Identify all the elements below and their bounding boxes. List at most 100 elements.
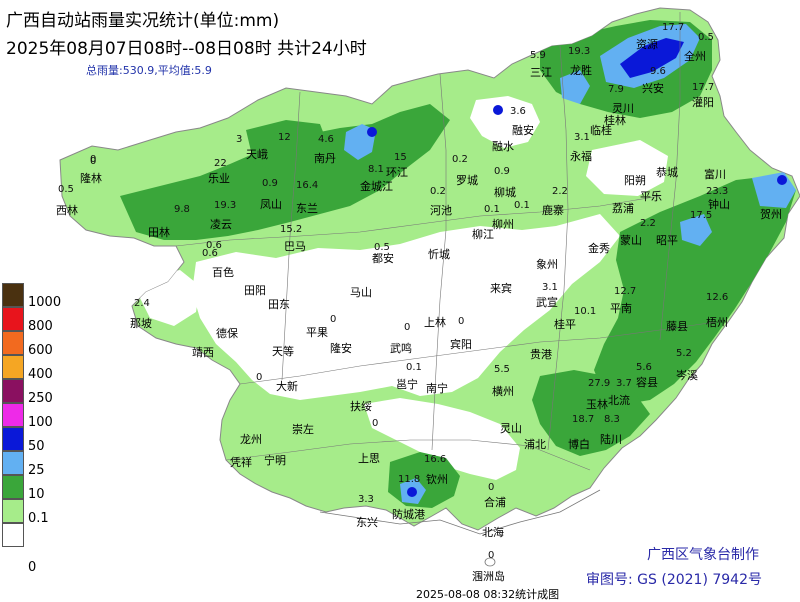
city-label: 宁明 <box>264 453 286 467</box>
city-label: 河池 <box>430 204 452 217</box>
city-label: 融安 <box>512 123 534 137</box>
station-value: 0.2 <box>452 154 468 165</box>
station-value: 9.6 <box>650 66 666 77</box>
city-label: 北流 <box>608 393 630 407</box>
city-label: 宾阳 <box>450 337 472 351</box>
city-label: 柳州 <box>492 217 514 231</box>
legend-swatch <box>2 307 24 331</box>
rain-patch-tiane <box>246 120 330 172</box>
station-value: 0 <box>372 418 378 429</box>
rain-band-southeast <box>532 370 650 456</box>
station-value: 16.4 <box>296 180 318 191</box>
legend-label: 800 <box>28 319 53 334</box>
station-value: 2.4 <box>134 298 150 309</box>
legend-swatch <box>2 451 24 475</box>
city-label: 上思 <box>358 452 380 465</box>
city-label: 都安 <box>372 251 394 265</box>
station-value: 17.7 <box>692 82 714 93</box>
city-label: 龙胜 <box>570 63 592 77</box>
station-value: 19.3 <box>568 46 590 57</box>
station-value: 5.5 <box>494 364 510 375</box>
station-value: 0 <box>256 372 262 383</box>
legend-swatch <box>2 523 24 547</box>
city-label: 武宣 <box>536 295 558 309</box>
station-value: 3.1 <box>574 132 590 143</box>
city-label: 金秀 <box>588 241 610 255</box>
city-label: 上林 <box>424 315 446 329</box>
city-label: 岑溪 <box>676 369 698 382</box>
city-label: 昭平 <box>656 234 678 247</box>
station-value: 0.6 <box>206 240 222 251</box>
station-value: 16.6 <box>424 454 446 465</box>
city-label: 恭城 <box>656 166 678 179</box>
station-value: 3.3 <box>358 494 374 505</box>
city-label: 浦北 <box>524 438 546 451</box>
city-label: 玉林 <box>586 397 608 411</box>
city-label: 防城港 <box>392 507 425 521</box>
station-value: 0 <box>404 322 410 333</box>
city-label: 桂平 <box>554 317 576 331</box>
city-label: 南宁 <box>426 381 448 395</box>
map-title: 广西自动站雨量实况统计(单位:mm) <box>6 11 280 31</box>
city-label: 柳城 <box>494 185 516 199</box>
station-value: 0.1 <box>514 200 530 211</box>
rain-peak-ziyuan <box>620 38 684 78</box>
legend-swatch <box>2 379 24 403</box>
city-label: 兴安 <box>642 81 664 95</box>
station-value: 2.2 <box>640 218 656 229</box>
station-value: 0 <box>458 316 464 327</box>
city-label: 隆林 <box>80 171 102 185</box>
map-approval-number: 审图号: GS (2021) 7942号 <box>586 572 762 588</box>
rain-core-east <box>680 214 712 246</box>
city-label: 象州 <box>536 258 558 271</box>
legend-label: 100 <box>28 415 53 430</box>
station-values: 17.7 0.5 19.3 5.9 7.9 9.6 17.7 3.6 3.1 3… <box>58 22 728 561</box>
city-label: 容县 <box>636 375 658 389</box>
legend-swatch <box>2 283 24 307</box>
legend-label: 10 <box>28 487 45 502</box>
station-value: 5.6 <box>636 362 652 373</box>
city-label: 邕宁 <box>396 377 418 391</box>
station-value: 15.2 <box>280 224 302 235</box>
weizhou-island <box>484 557 496 567</box>
station-value: 0.9 <box>494 166 510 177</box>
no-rain-zone-north <box>470 96 540 148</box>
county-boundaries <box>175 12 717 471</box>
city-label: 田阳 <box>244 284 266 297</box>
station-value: 11.8 <box>398 474 420 485</box>
city-label: 乐业 <box>208 172 230 185</box>
legend-swatch <box>2 355 24 379</box>
station-value: 18.7 <box>572 414 594 425</box>
city-labels: 三江 龙胜 资源 全州 兴安 灵川 灌阳 桂林 临桂 融安 永福 天峨 南丹 乐… <box>56 37 782 583</box>
legend-label: 1000 <box>28 295 62 310</box>
station-value: 0 <box>330 314 336 325</box>
city-label: 贺州 <box>760 208 782 221</box>
station-value: 23.3 <box>706 186 728 197</box>
station-value: 0 <box>488 550 494 561</box>
rain-peak-dot-4 <box>407 487 417 497</box>
station-value: 8.3 <box>604 414 620 425</box>
city-label: 荔浦 <box>612 202 634 215</box>
station-value: 0 <box>90 156 96 167</box>
legend-zero-label: 0 <box>28 560 37 575</box>
station-value: 22 <box>214 158 227 169</box>
station-value: 0.2 <box>430 186 446 197</box>
rain-peak-dot-1 <box>493 105 503 115</box>
city-label: 罗城 <box>456 174 478 187</box>
city-label: 崇左 <box>292 423 314 436</box>
city-label: 鹿寨 <box>542 203 564 217</box>
station-value: 3.1 <box>542 282 558 293</box>
city-label: 平南 <box>610 302 632 315</box>
city-label: 大新 <box>276 379 298 393</box>
rain-band-east <box>594 176 796 404</box>
city-label: 三江 <box>530 66 552 79</box>
city-label: 全州 <box>684 49 706 63</box>
station-value: 5.9 <box>530 50 546 61</box>
station-value: 2.2 <box>552 186 568 197</box>
station-value: 9.8 <box>174 204 190 215</box>
legend-swatch <box>2 427 24 451</box>
station-value: 27.9 <box>588 378 610 389</box>
rainfall-summary: 总雨量:530.9,平均值:5.9 <box>86 64 212 77</box>
legend-swatch <box>2 331 24 355</box>
